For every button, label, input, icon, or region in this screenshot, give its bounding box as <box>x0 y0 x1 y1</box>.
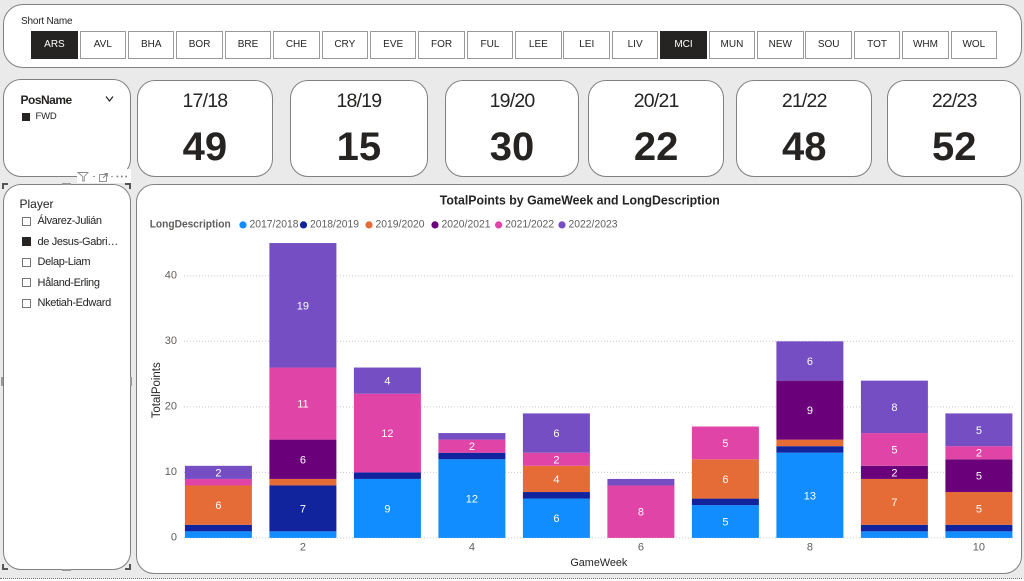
svg-text:10: 10 <box>165 466 177 478</box>
svg-text:2021/2022: 2021/2022 <box>505 219 554 231</box>
svg-text:2: 2 <box>976 448 982 460</box>
svg-text:10: 10 <box>973 542 985 554</box>
svg-text:5: 5 <box>891 444 897 456</box>
svg-text:4: 4 <box>384 376 390 388</box>
svg-text:2: 2 <box>300 542 306 554</box>
svg-text:19: 19 <box>297 300 309 312</box>
svg-text:12: 12 <box>466 494 478 506</box>
svg-text:8: 8 <box>638 507 644 519</box>
svg-text:6: 6 <box>300 454 306 466</box>
svg-text:TotalPoints: TotalPoints <box>151 362 163 418</box>
svg-text:6: 6 <box>807 356 813 368</box>
svg-text:8: 8 <box>891 402 897 414</box>
svg-text:6: 6 <box>638 542 644 554</box>
svg-text:6: 6 <box>215 500 221 512</box>
svg-text:20: 20 <box>165 401 177 413</box>
svg-text:5: 5 <box>976 503 982 515</box>
svg-text:30: 30 <box>165 335 177 347</box>
svg-text:5: 5 <box>976 425 982 437</box>
svg-text:2: 2 <box>469 441 475 453</box>
svg-text:5: 5 <box>722 517 728 529</box>
svg-text:4: 4 <box>553 474 559 486</box>
svg-text:9: 9 <box>384 503 390 515</box>
svg-text:2: 2 <box>553 454 559 466</box>
svg-text:40: 40 <box>165 270 177 282</box>
svg-text:5: 5 <box>976 471 982 483</box>
svg-text:2020/2021: 2020/2021 <box>442 219 491 231</box>
svg-text:2022/2023: 2022/2023 <box>569 219 618 231</box>
svg-text:8: 8 <box>807 542 813 554</box>
svg-text:7: 7 <box>891 497 897 509</box>
svg-text:GameWeek: GameWeek <box>570 557 627 569</box>
svg-text:6: 6 <box>553 513 559 525</box>
svg-text:2018/2019: 2018/2019 <box>310 219 359 231</box>
svg-text:5: 5 <box>722 438 728 450</box>
svg-text:TotalPoints by GameWeek and Lo: TotalPoints by GameWeek and LongDescript… <box>440 193 720 208</box>
svg-text:6: 6 <box>722 474 728 486</box>
svg-text:7: 7 <box>300 503 306 515</box>
svg-text:6: 6 <box>553 428 559 440</box>
svg-text:LongDescription: LongDescription <box>150 219 231 231</box>
svg-text:2: 2 <box>215 467 221 479</box>
svg-text:0: 0 <box>171 532 177 544</box>
svg-text:12: 12 <box>381 428 393 440</box>
svg-text:2019/2020: 2019/2020 <box>376 219 425 231</box>
svg-text:13: 13 <box>804 490 816 502</box>
svg-text:9: 9 <box>807 405 813 417</box>
svg-text:4: 4 <box>469 542 475 554</box>
svg-text:2: 2 <box>891 467 897 479</box>
svg-text:11: 11 <box>297 399 308 411</box>
svg-text:2017/2018: 2017/2018 <box>250 219 299 231</box>
